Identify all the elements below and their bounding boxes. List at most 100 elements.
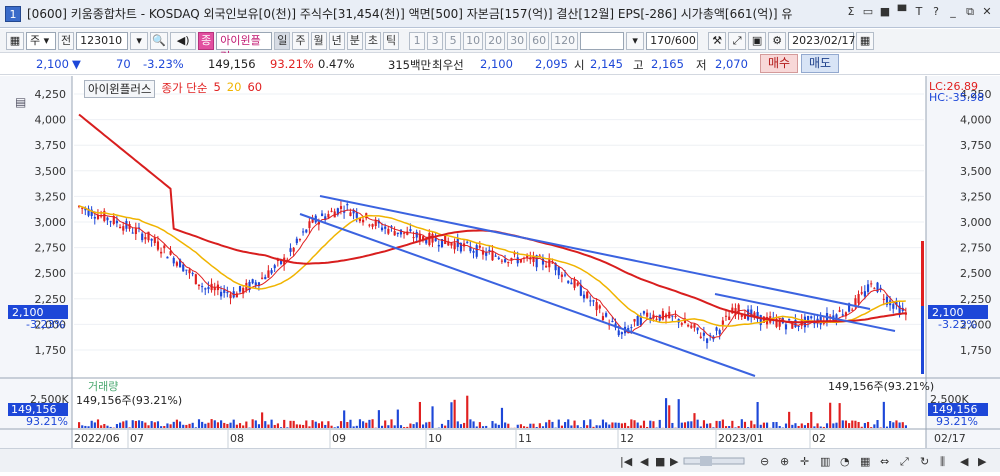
legend-stock-name[interactable]: 아이윈플러스 xyxy=(84,80,155,98)
text-icon[interactable]: T xyxy=(912,5,926,19)
candle-body xyxy=(507,262,509,263)
candle-body xyxy=(567,281,569,283)
grid-icon[interactable]: ▦ xyxy=(6,32,24,50)
close-icon[interactable]: ✕ xyxy=(980,5,994,19)
window-number-badge[interactable]: 1 xyxy=(5,6,21,22)
legend-ma5: 5 xyxy=(213,80,220,98)
candle-body xyxy=(520,260,522,263)
pin-icon[interactable]: ▀ xyxy=(895,5,909,19)
fit-icon[interactable]: ⤢ xyxy=(900,455,909,468)
buy-button[interactable]: 매수 xyxy=(760,54,798,73)
candle-body xyxy=(697,328,699,331)
period-year[interactable]: 년 xyxy=(329,32,345,50)
zoom-in-icon[interactable]: ⊕ xyxy=(780,455,789,468)
date-tick: 02/17 xyxy=(934,432,966,445)
scroll-track[interactable] xyxy=(684,458,744,464)
minimize-icon[interactable]: _ xyxy=(946,5,960,19)
minute-30[interactable]: 30 xyxy=(507,32,527,50)
minute-1[interactable]: 1 xyxy=(409,32,425,50)
zoom-out-icon[interactable]: ⊖ xyxy=(760,455,769,468)
volume-bar xyxy=(813,426,815,428)
save-icon[interactable]: ▣ xyxy=(748,32,766,50)
minute-120[interactable]: 120 xyxy=(551,32,578,50)
calendar-icon[interactable]: ▦ xyxy=(856,32,874,50)
high-price: 2,165 xyxy=(651,57,684,71)
minute-custom-select[interactable] xyxy=(580,32,624,50)
full-button[interactable]: 전 xyxy=(58,32,74,50)
candle-body xyxy=(867,284,869,292)
volume-bar xyxy=(835,423,837,428)
code-input[interactable]: 123010 xyxy=(76,32,128,50)
volume-bar xyxy=(479,422,481,428)
volume-bar xyxy=(280,427,282,428)
restore-icon[interactable]: ⧉ xyxy=(963,5,977,19)
minute-20[interactable]: 20 xyxy=(485,32,505,50)
split-icon[interactable]: ⫼ xyxy=(940,455,945,468)
scroll-right-icon[interactable]: ▶ xyxy=(978,455,987,468)
period-tick[interactable]: 틱 xyxy=(383,32,399,50)
candle-body xyxy=(693,324,695,328)
sum-icon[interactable]: Σ xyxy=(844,5,858,19)
prev-icon[interactable]: ◀ xyxy=(640,455,649,468)
date-tick: 2022/06 xyxy=(74,432,120,445)
minute-60[interactable]: 60 xyxy=(529,32,549,50)
type-select[interactable]: 주 ▾ xyxy=(26,32,56,50)
chart-settings-icon[interactable]: ▤ xyxy=(15,95,26,109)
stock-badge[interactable]: 종 xyxy=(198,32,214,50)
minute-3[interactable]: 3 xyxy=(427,32,443,50)
candle-body xyxy=(495,256,497,257)
period-day[interactable]: 일 xyxy=(274,32,290,50)
bars-icon[interactable]: ▥ xyxy=(820,455,830,468)
volume-bar xyxy=(271,420,273,428)
hc-label: HC:-35.98 xyxy=(929,91,984,104)
tools-icon[interactable]: ⚒ xyxy=(708,32,726,50)
scroll-thumb[interactable] xyxy=(700,456,712,466)
period-month[interactable]: 월 xyxy=(311,32,327,50)
volume-bar xyxy=(864,423,866,428)
expand-icon[interactable]: ⇔ xyxy=(880,455,889,468)
square-icon[interactable]: ■ xyxy=(878,5,892,19)
volume-bar xyxy=(798,426,800,428)
volume-bar xyxy=(400,425,402,428)
volume-bar xyxy=(217,422,219,428)
search-icon[interactable]: 🔍 xyxy=(150,32,168,50)
volume-bar xyxy=(312,420,314,428)
gear-icon[interactable]: ⚙ xyxy=(768,32,786,50)
count-input[interactable]: 170/600 xyxy=(646,32,698,50)
volume-bar xyxy=(870,427,872,428)
minute-10[interactable]: 10 xyxy=(463,32,483,50)
refresh-icon[interactable]: ↻ xyxy=(920,455,929,468)
draw-icon[interactable]: ⤢ xyxy=(728,32,746,50)
volume-bar xyxy=(883,402,885,428)
cursor-icon[interactable]: ✛ xyxy=(800,455,809,468)
candle-body xyxy=(662,311,664,319)
candle-body xyxy=(381,228,383,231)
sell-button[interactable]: 매도 xyxy=(801,54,839,73)
volume-bar xyxy=(245,422,247,428)
chevron-down-icon[interactable]: ▾ xyxy=(626,32,644,50)
minute-5[interactable]: 5 xyxy=(445,32,461,50)
layout-icon[interactable]: ▭ xyxy=(861,5,875,19)
volume-bar xyxy=(791,425,793,428)
volume-bar xyxy=(472,421,474,428)
volume-bar xyxy=(226,424,228,428)
first-page-icon[interactable]: |◀ xyxy=(620,455,633,468)
candle-body xyxy=(302,231,304,232)
dropdown-icon[interactable]: ▾ xyxy=(130,32,148,50)
period-second[interactable]: 초 xyxy=(365,32,381,50)
volume-bar xyxy=(125,420,127,428)
period-week[interactable]: 주 xyxy=(292,32,308,50)
table-icon[interactable]: ▦ xyxy=(860,455,870,468)
date-input[interactable]: 2023/02/17 xyxy=(788,32,854,50)
help-icon[interactable]: ? xyxy=(929,5,943,19)
speaker-icon[interactable]: ◀) xyxy=(170,32,196,50)
next-icon[interactable]: ▶ xyxy=(670,455,679,468)
scroll-left-icon[interactable]: ◀ xyxy=(960,455,969,468)
candle-body xyxy=(741,315,743,317)
pie-icon[interactable]: ◔ xyxy=(840,455,850,468)
volume-bar xyxy=(368,420,370,428)
period-minute[interactable]: 분 xyxy=(347,32,363,50)
stop-icon[interactable]: ■ xyxy=(655,455,665,468)
